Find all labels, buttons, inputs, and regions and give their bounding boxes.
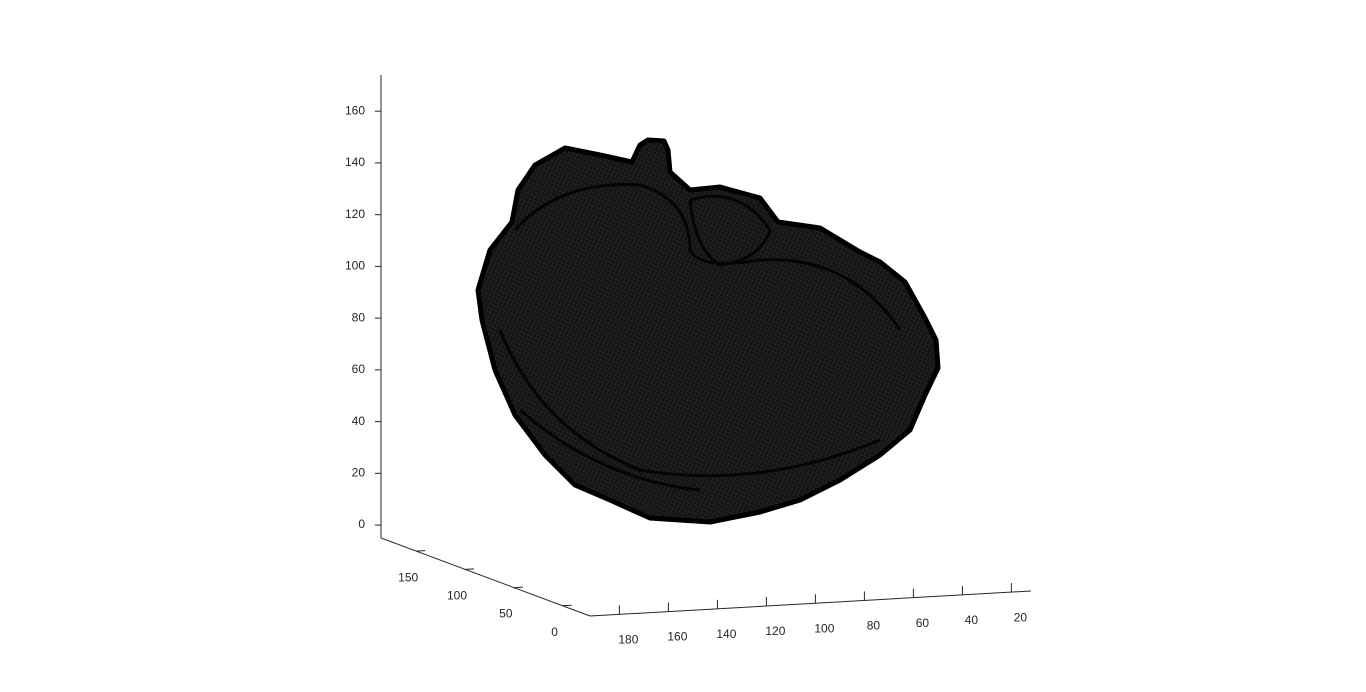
x-tick-label: 20	[1014, 610, 1028, 624]
x-tick-label: 180	[618, 633, 638, 647]
y-tick	[513, 586, 523, 589]
x-tick-label: 120	[765, 624, 785, 638]
x-tick-label: 140	[716, 627, 736, 641]
y-axis	[380, 537, 591, 617]
z-tick-label: 0	[358, 517, 365, 531]
x-tick-label: 40	[965, 613, 979, 627]
y-tick-label: 0	[551, 625, 558, 639]
x-tick-label: 100	[814, 621, 834, 635]
y-tick-label: 150	[398, 570, 418, 584]
x-tick-label: 160	[667, 630, 687, 644]
z-tick-label: 160	[345, 103, 365, 117]
mesh-surface	[475, 137, 941, 525]
x-tick-label: 80	[867, 619, 881, 633]
y-tick	[464, 568, 475, 570]
y-tick	[562, 604, 572, 607]
z-tick-label: 120	[345, 207, 365, 221]
z-tick-label: 40	[352, 414, 366, 428]
y-tick-label: 50	[499, 607, 513, 621]
z-tick-label: 60	[352, 362, 366, 376]
z-tick-label: 20	[352, 466, 366, 480]
x-axis	[589, 590, 1032, 617]
y-tick-label: 100	[447, 589, 467, 603]
z-tick-label: 100	[345, 259, 365, 273]
z-tick-label: 80	[352, 310, 366, 324]
z-tick-label: 140	[345, 155, 365, 169]
x-tick-label: 60	[916, 616, 930, 630]
y-tick	[416, 550, 426, 552]
